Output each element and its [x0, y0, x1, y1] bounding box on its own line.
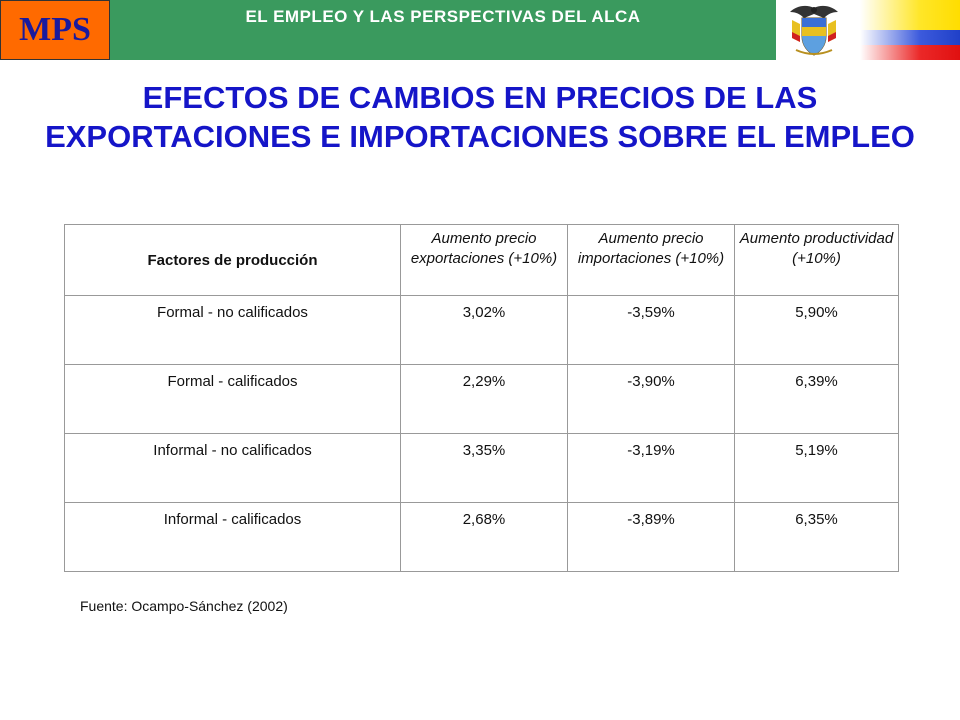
header-title: EL EMPLEO Y LAS PERSPECTIVAS DEL ALCA	[245, 7, 641, 26]
column-header-productividad: Aumento productividad (+10%)	[734, 224, 899, 296]
cell-exportaciones: 2,68%	[400, 502, 568, 572]
mps-logo: MPS	[0, 0, 110, 60]
column-header-factor: Factores de producción	[64, 224, 401, 296]
cell-factor: Formal - calificados	[64, 364, 401, 434]
cell-importaciones: -3,89%	[567, 502, 735, 572]
cell-importaciones: -3,59%	[567, 295, 735, 365]
cell-factor: Informal - no calificados	[64, 433, 401, 503]
cell-factor: Formal - no calificados	[64, 295, 401, 365]
slide-title: EFECTOS DE CAMBIOS EN PRECIOS DE LAS EXP…	[45, 80, 915, 154]
data-table: Factores de producción Aumento precio ex…	[64, 224, 899, 572]
coat-of-arms-icon	[790, 5, 838, 56]
table-row: Formal - no calificados 3,02% -3,59% 5,9…	[64, 295, 899, 365]
header-band-lower	[110, 34, 776, 60]
column-header-label: Aumento precio importaciones (+10%)	[577, 230, 725, 267]
colombia-flag-icon	[860, 0, 960, 60]
cell-productividad: 5,19%	[734, 433, 899, 503]
cell-exportaciones: 3,35%	[400, 433, 568, 503]
column-header-importaciones: Aumento precio importaciones (+10%)	[567, 224, 735, 296]
table-header-row: Factores de producción Aumento precio ex…	[64, 224, 899, 296]
column-header-label: Aumento precio exportaciones (+10%)	[410, 230, 558, 267]
cell-factor: Informal - calificados	[64, 502, 401, 572]
cell-productividad: 6,35%	[734, 502, 899, 572]
table-row: Informal - calificados 2,68% -3,89% 6,35…	[64, 502, 899, 572]
cell-importaciones: -3,90%	[567, 364, 735, 434]
cell-exportaciones: 3,02%	[400, 295, 568, 365]
cell-importaciones: -3,19%	[567, 433, 735, 503]
column-header-label: Aumento productividad (+10%)	[739, 230, 894, 267]
column-header-exportaciones: Aumento precio exportaciones (+10%)	[400, 224, 568, 296]
cell-productividad: 5,90%	[734, 295, 899, 365]
source-note: Fuente: Ocampo-Sánchez (2002)	[80, 598, 288, 614]
cell-exportaciones: 2,29%	[400, 364, 568, 434]
table-row: Formal - calificados 2,29% -3,90% 6,39%	[64, 364, 899, 434]
table-row: Informal - no calificados 3,35% -3,19% 5…	[64, 433, 899, 503]
cell-productividad: 6,39%	[734, 364, 899, 434]
